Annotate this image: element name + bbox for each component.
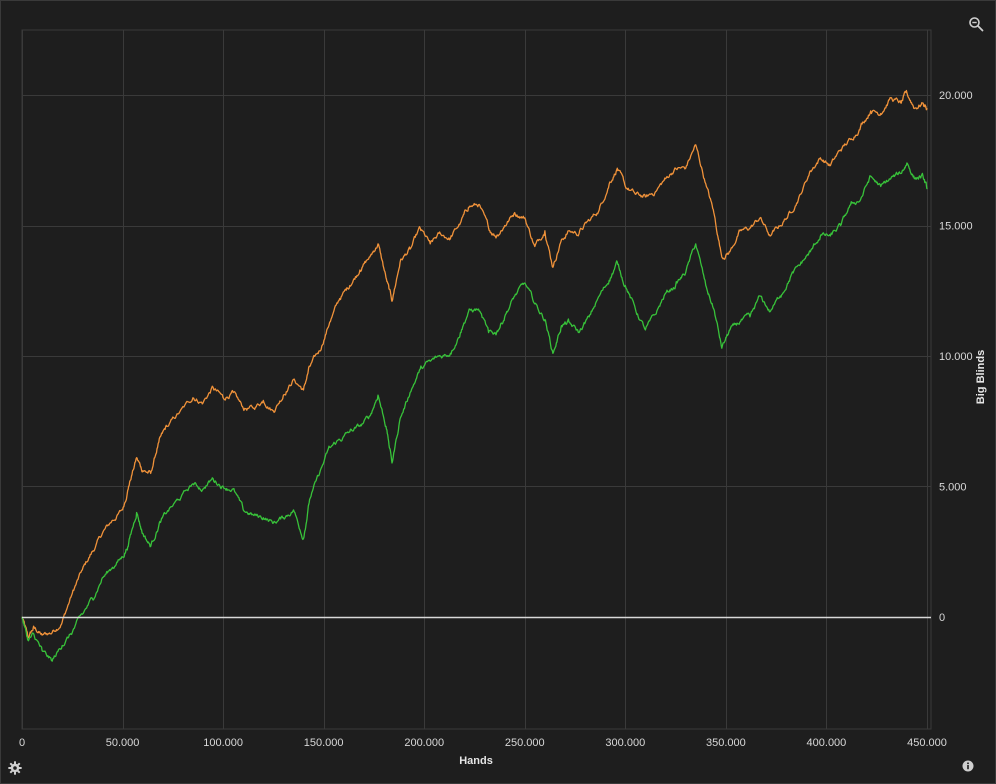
tick-labels: 0 50.000 100.000 150.000 200.000 250.000 300.0…: [19, 90, 973, 749]
x-tick-label: 450.000: [907, 737, 947, 749]
y-tick-label: 20.000: [939, 90, 973, 102]
gear-icon[interactable]: [6, 759, 24, 777]
x-tick-label: 0: [19, 737, 25, 749]
x-axis-title: Hands: [459, 755, 493, 767]
series-line-green: [21, 162, 928, 662]
y-tick-label: 5.000: [939, 481, 967, 493]
x-tick-label: 50.000: [106, 737, 140, 749]
x-tick-label: 300.000: [605, 737, 645, 749]
x-tick-label: 100.000: [203, 737, 243, 749]
x-tick-label: 200.000: [404, 737, 444, 749]
x-tick-label: 150.000: [304, 737, 344, 749]
y-axis-title: Big Blinds: [975, 350, 987, 404]
x-tick-label: 350.000: [706, 737, 746, 749]
series-line-orange: [21, 89, 928, 639]
x-tick-label: 250.000: [505, 737, 545, 749]
x-tick-label: 400.000: [807, 737, 847, 749]
y-tick-label: 15.000: [939, 221, 973, 233]
zoom-out-icon[interactable]: [967, 15, 985, 33]
y-tick-label: 0: [939, 612, 945, 624]
series-lines: [21, 89, 931, 662]
info-icon[interactable]: [959, 757, 977, 775]
y-tick-label: 10.000: [939, 351, 973, 363]
plot-area-border: [21, 29, 932, 730]
grid: [21, 29, 932, 730]
